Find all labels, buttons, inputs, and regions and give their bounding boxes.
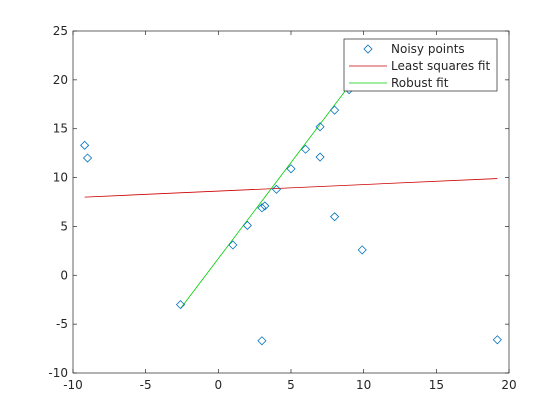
data-point-12 [315, 152, 325, 162]
y-tick-label-1: -5 [56, 317, 68, 331]
data-point-9 [286, 164, 296, 174]
y-tick-label-3: 5 [60, 219, 68, 233]
legend-label-2: Robust fit [391, 76, 449, 90]
data-point-2 [175, 300, 186, 310]
y-tick-label-0: -10 [48, 366, 68, 380]
data-markers [80, 85, 502, 346]
x-tick-label-5: 15 [429, 378, 444, 392]
x-tick-label-2: 0 [215, 378, 223, 392]
data-point-13 [330, 105, 340, 115]
data-point-8 [271, 184, 282, 194]
data-point-0 [80, 140, 90, 150]
data-point-17 [492, 335, 502, 345]
y-tick-label-6: 20 [53, 73, 68, 87]
y-tick-label-7: 25 [53, 24, 68, 38]
data-point-10 [300, 144, 311, 154]
x-tick-label-1: -5 [140, 378, 152, 392]
y-tick-label-2: 0 [60, 268, 68, 282]
data-point-5 [257, 203, 267, 213]
data-point-14 [330, 212, 340, 222]
data-point-6 [260, 201, 270, 211]
legend-box [343, 38, 498, 92]
series-line-2 [180, 85, 350, 309]
data-point-1 [82, 153, 93, 163]
y-tick-label-4: 10 [53, 171, 68, 185]
data-point-3 [228, 240, 238, 250]
legend: Noisy points Least squares fit Robust fit [343, 38, 498, 92]
x-tick-label-4: 10 [356, 378, 371, 392]
x-tick-label-0: -10 [63, 378, 83, 392]
data-point-4 [242, 220, 252, 231]
x-tick-label-3: 5 [287, 378, 295, 392]
legend-swatch-0 [363, 44, 373, 54]
series-line-1 [84, 178, 498, 198]
y-tick-label-5: 15 [53, 122, 68, 136]
legend-label-0: Noisy points [391, 42, 465, 56]
data-point-16 [357, 245, 367, 255]
legend-label-1: Least squares fit [391, 59, 490, 73]
x-tick-label-6: 20 [501, 378, 516, 392]
data-point-11 [315, 122, 325, 132]
data-point-7 [257, 336, 267, 346]
axes: -10 -5 0 5 10 15 20 -10 -5 0 5 10 15 20 25 [48, 24, 516, 392]
fit-lines [84, 85, 498, 309]
